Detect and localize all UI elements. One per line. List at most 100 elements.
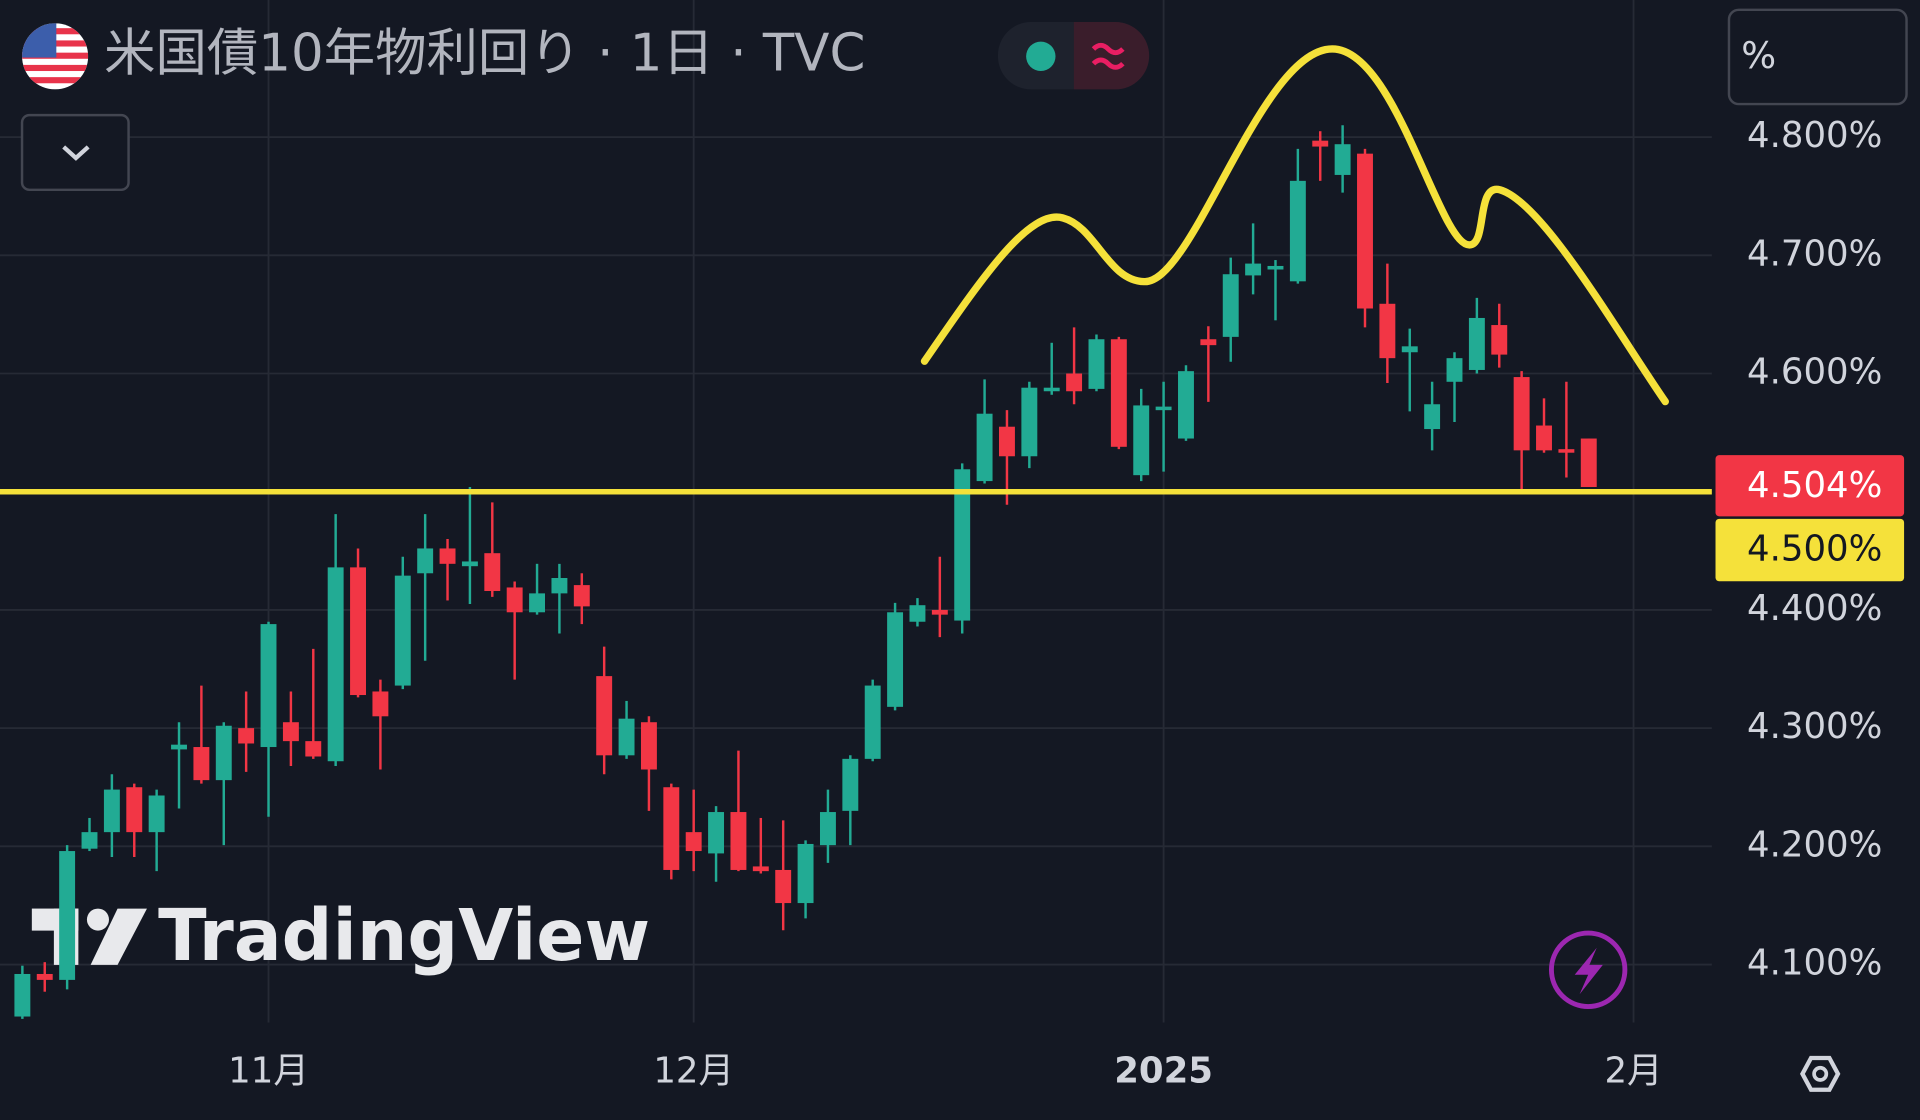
candle-body bbox=[1357, 153, 1373, 309]
candle-body bbox=[1245, 263, 1262, 276]
candle-body bbox=[1536, 425, 1552, 451]
candle-body bbox=[417, 548, 434, 574]
candle-body bbox=[103, 789, 120, 833]
y-tick-label: 4.700% bbox=[1747, 233, 1882, 274]
candle-body bbox=[887, 612, 904, 707]
candle-body bbox=[238, 728, 255, 744]
candle-body bbox=[59, 851, 76, 980]
candle-body bbox=[260, 624, 277, 748]
candle-body bbox=[663, 787, 680, 870]
candle-body bbox=[909, 605, 926, 622]
candle-body bbox=[999, 426, 1015, 457]
dropdown-button[interactable] bbox=[20, 113, 130, 192]
candle-body bbox=[484, 553, 501, 592]
candles bbox=[14, 125, 1597, 1019]
candle-body bbox=[596, 676, 613, 756]
candle-body bbox=[1312, 140, 1329, 147]
candle-body bbox=[1155, 406, 1172, 411]
candle-body bbox=[954, 469, 971, 621]
candle-body bbox=[36, 973, 53, 980]
candle-body bbox=[372, 691, 389, 717]
candle-body bbox=[148, 795, 165, 833]
candle-body bbox=[1468, 317, 1485, 370]
x-tick-label: 11月 bbox=[228, 1051, 309, 1092]
chart-title: 米国債10年物利回り · 1日 · TVC bbox=[104, 23, 865, 83]
last-price-box bbox=[1715, 455, 1905, 517]
candle-body bbox=[1088, 339, 1105, 389]
candle-body bbox=[573, 585, 590, 607]
candle-body bbox=[126, 787, 143, 833]
hline-price-box bbox=[1715, 518, 1905, 582]
y-tick-label: 4.100% bbox=[1747, 943, 1882, 984]
candle-body bbox=[1513, 377, 1530, 451]
candle-body bbox=[327, 567, 344, 762]
y-tick-label: 4.400% bbox=[1747, 588, 1882, 629]
candle-body bbox=[1222, 274, 1239, 337]
candle-body bbox=[529, 593, 546, 613]
y-tick-label: 4.200% bbox=[1747, 824, 1882, 865]
candle-body bbox=[1491, 325, 1508, 355]
candle-body bbox=[394, 575, 411, 686]
unit-label: % bbox=[1741, 34, 1776, 77]
candle-body bbox=[1066, 373, 1083, 392]
candle-body bbox=[976, 413, 993, 482]
candle-body bbox=[797, 843, 814, 904]
candle-body bbox=[931, 609, 948, 615]
y-tick-label: 4.800% bbox=[1747, 115, 1882, 156]
unit-button[interactable]: % bbox=[1727, 8, 1908, 106]
overlay: 4.504% 4.500% bbox=[0, 455, 1905, 582]
settings-button[interactable] bbox=[1800, 1055, 1841, 1092]
candle-body bbox=[708, 812, 725, 854]
candle-body bbox=[1267, 265, 1284, 270]
candle-body bbox=[171, 744, 187, 750]
candle-body bbox=[81, 832, 98, 849]
candle-body bbox=[1424, 404, 1441, 430]
y-tick-label: 4.300% bbox=[1747, 706, 1882, 747]
candle-body bbox=[1379, 303, 1396, 359]
candle-body bbox=[1043, 387, 1060, 392]
y-tick-label: 4.600% bbox=[1747, 352, 1882, 393]
flag-icon bbox=[22, 23, 89, 90]
lightning-button[interactable] bbox=[1548, 930, 1628, 1009]
candle-body bbox=[439, 548, 456, 564]
candle-body bbox=[618, 718, 635, 756]
candle-body bbox=[819, 812, 836, 846]
x-tick-label: 2025 bbox=[1114, 1051, 1213, 1092]
candle-body bbox=[506, 587, 523, 613]
candle-body bbox=[551, 578, 568, 594]
candle-body bbox=[1446, 358, 1463, 382]
candle-body bbox=[1200, 339, 1217, 346]
candle-body bbox=[864, 685, 881, 759]
candle-body bbox=[1334, 144, 1351, 175]
candle-body bbox=[1401, 346, 1418, 353]
candle-body bbox=[282, 722, 299, 742]
candle-body bbox=[350, 567, 366, 696]
candle-body bbox=[640, 722, 657, 770]
watermark: TradingView bbox=[158, 894, 650, 977]
candle-body bbox=[842, 758, 859, 811]
candle-body bbox=[1021, 387, 1038, 457]
status-pill[interactable] bbox=[997, 22, 1150, 90]
candle-body bbox=[1289, 180, 1306, 282]
candle-body bbox=[1580, 438, 1597, 487]
candle-body bbox=[730, 812, 747, 870]
candle-body bbox=[305, 741, 322, 757]
x-tick-label: 2月 bbox=[1604, 1051, 1662, 1092]
candle-body bbox=[461, 561, 478, 567]
x-tick-label: 12月 bbox=[653, 1051, 734, 1092]
candle-body bbox=[193, 747, 210, 781]
candle-body bbox=[1178, 371, 1194, 439]
candle-body bbox=[215, 725, 232, 781]
candle-body bbox=[1133, 405, 1150, 476]
last-price-label: 4.504% bbox=[1747, 465, 1882, 506]
pattern-drawing bbox=[920, 45, 1669, 406]
candle-body bbox=[1110, 339, 1127, 447]
candle-body bbox=[1558, 449, 1575, 453]
candle-body bbox=[775, 869, 792, 904]
hline-price-label: 4.500% bbox=[1747, 529, 1882, 570]
candle-body bbox=[685, 832, 702, 852]
candle-body bbox=[14, 973, 31, 1017]
candle-body bbox=[752, 866, 769, 872]
